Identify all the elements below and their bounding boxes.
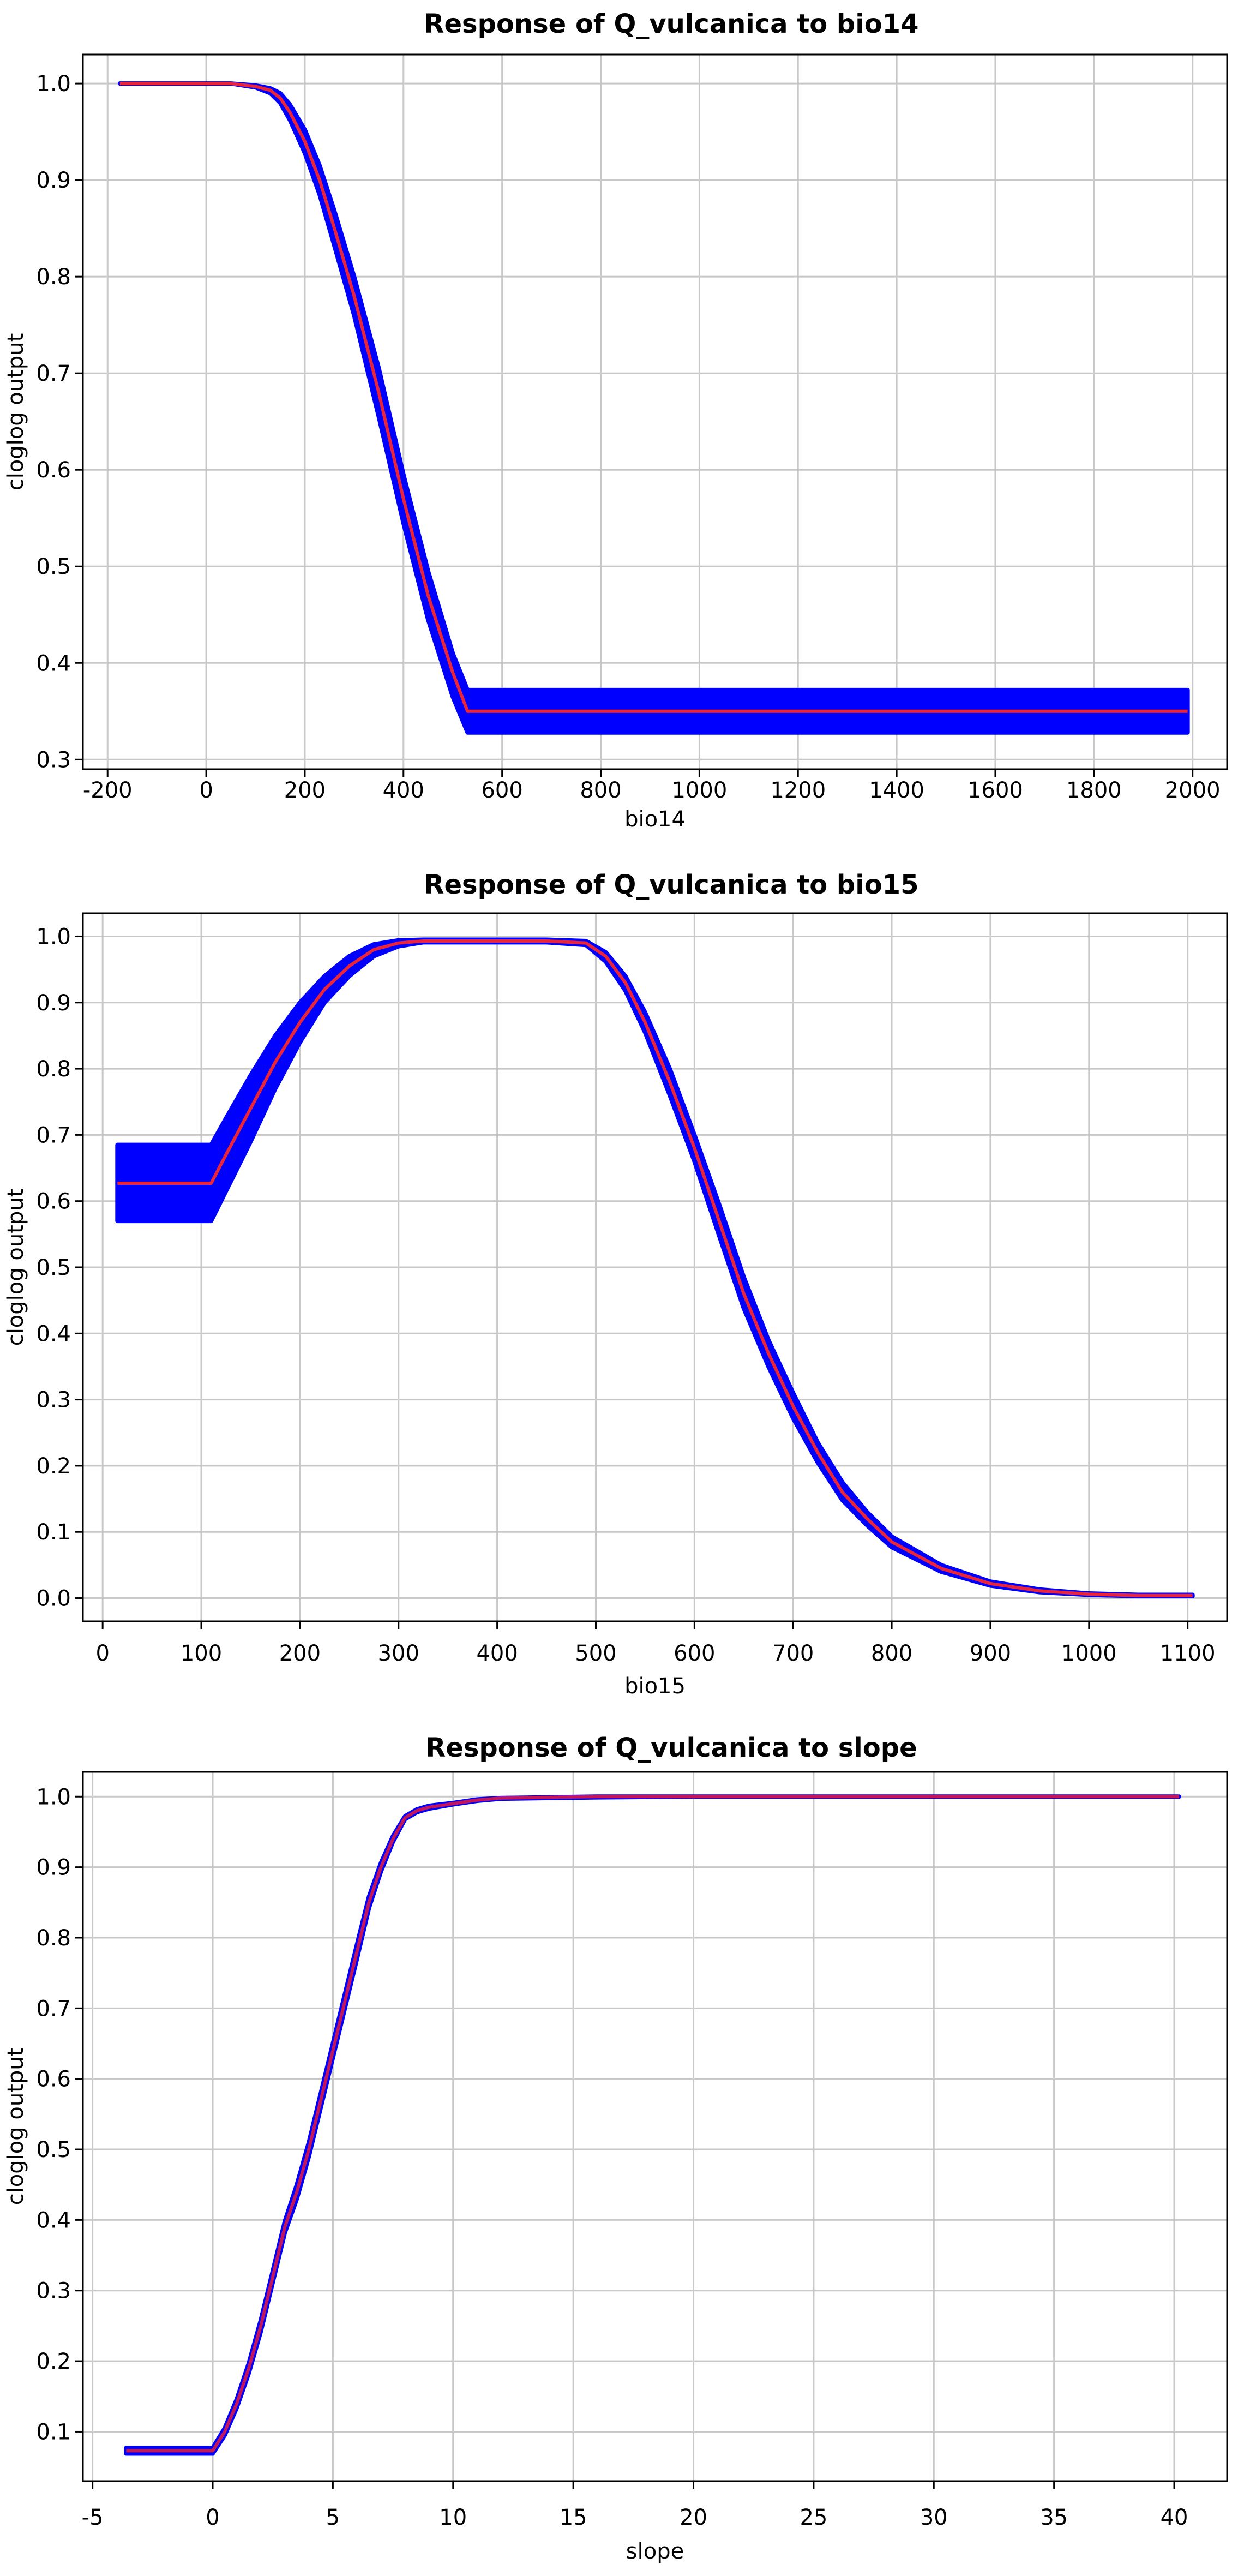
y-tick-label: 0.2 bbox=[36, 1454, 71, 1479]
x-tick-label: 20 bbox=[680, 2505, 707, 2530]
x-tick-label: 1600 bbox=[967, 778, 1023, 803]
y-tick-label: 0.7 bbox=[36, 1996, 71, 2021]
x-tick-label: 600 bbox=[674, 1641, 715, 1666]
y-tick-label: 0.9 bbox=[36, 168, 71, 193]
chart-svg-bio15: 0 100 200 300 400 500 600 700 800 900 1000 1100 0.0 0… bbox=[3, 870, 1228, 1699]
series-mean-line-bio14 bbox=[119, 82, 1188, 713]
series-mean-line-slope bbox=[126, 1795, 1179, 2453]
x-axis-label: bio15 bbox=[624, 1674, 686, 1699]
chart-panel-bio15: 0 100 200 300 400 500 600 700 800 900 1000 1100 0.0 0… bbox=[0, 859, 1238, 1717]
y-axis-label: cloglog output bbox=[3, 2048, 28, 2206]
chart-svg-slope: -5 0 5 10 15 20 25 30 35 40 0.1 0.2 0.3 0.4 0.5 0.6 0.7 0… bbox=[3, 1733, 1228, 2564]
y-tick-label: 0.5 bbox=[36, 554, 71, 579]
x-tick-label: 500 bbox=[575, 1641, 616, 1666]
x-tick-label: 1100 bbox=[1160, 1641, 1216, 1666]
y-axis-label: cloglog output bbox=[3, 1189, 28, 1346]
x-axis-label: slope bbox=[626, 2539, 684, 2564]
y-tick-label: 0.3 bbox=[36, 1388, 71, 1413]
y-tick-label: 0.6 bbox=[36, 458, 71, 483]
y-tick-label: 0.9 bbox=[36, 1855, 71, 1880]
plot-frame bbox=[82, 53, 1228, 770]
chart-svg-bio14: -200 0 200 400 600 800 1000 1200 1400 1600 1800 200… bbox=[3, 9, 1228, 832]
x-tick-label: 15 bbox=[560, 2505, 587, 2530]
x-tick-label: 5 bbox=[326, 2505, 340, 2530]
y-tick-label: 0.2 bbox=[36, 2349, 71, 2374]
x-tick-label: 600 bbox=[481, 778, 522, 803]
x-tick-label: 0 bbox=[95, 1641, 109, 1666]
y-tick-label: 0.0 bbox=[36, 1586, 71, 1612]
x-tick-label: 300 bbox=[378, 1641, 419, 1666]
y-tick-label: 0.1 bbox=[36, 2419, 71, 2445]
x-tick-label: 200 bbox=[279, 1641, 321, 1666]
x-tick-label: 0 bbox=[199, 778, 213, 803]
y-tick-label: 0.6 bbox=[36, 2067, 71, 2092]
plot-area bbox=[83, 1772, 1227, 2481]
y-tick-label: 0.3 bbox=[36, 2279, 71, 2304]
y-tick-label: 0.8 bbox=[36, 1926, 71, 1951]
y-tick-label: 1.0 bbox=[36, 71, 71, 97]
y-tick-label: 0.8 bbox=[36, 265, 71, 290]
y-axis-label: cloglog output bbox=[3, 333, 28, 491]
x-tick-label: 100 bbox=[181, 1641, 222, 1666]
y-tick-label: 0.4 bbox=[36, 2208, 71, 2233]
x-tick-label: 800 bbox=[580, 778, 621, 803]
x-tick-label: 800 bbox=[871, 1641, 912, 1666]
x-tick-label: 40 bbox=[1161, 2505, 1188, 2530]
y-tick-label: 0.7 bbox=[36, 361, 71, 386]
plot-frame bbox=[82, 912, 1228, 1622]
chart-title: Response of Q_vulcanica to slope bbox=[425, 1733, 917, 1763]
x-tick-label: 10 bbox=[439, 2505, 467, 2530]
x-tick-label: -5 bbox=[82, 2505, 104, 2530]
plot-frame bbox=[82, 1771, 1228, 2482]
x-tick-label: 25 bbox=[800, 2505, 827, 2530]
x-tick-label: 30 bbox=[920, 2505, 948, 2530]
x-tick-label: 35 bbox=[1040, 2505, 1068, 2530]
y-tick-label: 1.0 bbox=[36, 924, 71, 949]
y-tick-label: 0.1 bbox=[36, 1520, 71, 1545]
y-tick-label: 0.4 bbox=[36, 651, 71, 676]
plot-area bbox=[83, 55, 1227, 769]
x-tick-label: 1200 bbox=[770, 778, 826, 803]
x-tick-label: 1000 bbox=[671, 778, 727, 803]
x-tick-label: 1400 bbox=[869, 778, 924, 803]
y-tick-label: 1.0 bbox=[36, 1784, 71, 1810]
y-tick-label: 0.8 bbox=[36, 1057, 71, 1082]
x-tick-label: 2000 bbox=[1165, 778, 1221, 803]
y-tick-label: 0.6 bbox=[36, 1189, 71, 1214]
series-mean-line-bio15 bbox=[117, 939, 1193, 1597]
y-tick-label: 0.3 bbox=[36, 747, 71, 772]
x-tick-label: 200 bbox=[284, 778, 326, 803]
x-tick-label: 400 bbox=[476, 1641, 518, 1666]
y-tick-label: 0.5 bbox=[36, 1255, 71, 1280]
x-tick-label: 0 bbox=[206, 2505, 219, 2530]
y-tick-label: 0.9 bbox=[36, 991, 71, 1016]
x-axis-label: bio14 bbox=[624, 807, 686, 832]
chart-panel-slope: -5 0 5 10 15 20 25 30 35 40 0.1 0.2 0.3 0.4 0.5 0.6 0.7 0… bbox=[0, 1717, 1238, 2576]
x-tick-label: 900 bbox=[970, 1641, 1011, 1666]
y-tick-label: 0.4 bbox=[36, 1321, 71, 1346]
x-tick-label: 1000 bbox=[1061, 1641, 1117, 1666]
chart-title: Response of Q_vulcanica to bio15 bbox=[424, 870, 919, 900]
y-tick-label: 0.5 bbox=[36, 2137, 71, 2162]
chart-panel-bio14: -200 0 200 400 600 800 1000 1200 1400 1600 1800 200… bbox=[0, 0, 1238, 859]
x-tick-label: 1800 bbox=[1066, 778, 1122, 803]
x-tick-label: -200 bbox=[83, 778, 133, 803]
chart-title: Response of Q_vulcanica to bio14 bbox=[424, 9, 919, 39]
x-tick-label: 700 bbox=[772, 1641, 814, 1666]
y-tick-label: 0.7 bbox=[36, 1123, 71, 1148]
x-tick-label: 400 bbox=[383, 778, 424, 803]
